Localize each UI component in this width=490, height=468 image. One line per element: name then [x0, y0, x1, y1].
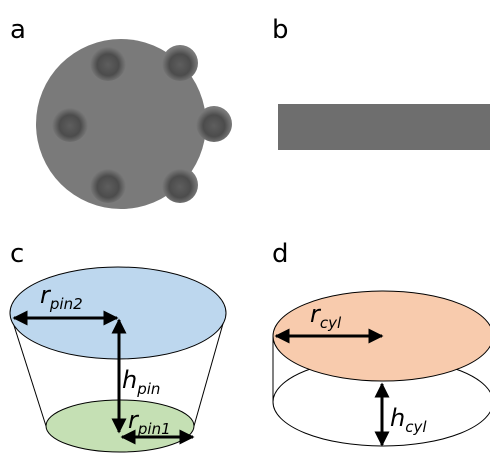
panel-label: c — [10, 239, 24, 269]
panel-label: b — [272, 15, 289, 45]
annotation-part: h — [390, 404, 405, 432]
annotation-part: cyl — [320, 314, 342, 332]
panel-label: d — [272, 239, 289, 269]
annotation-part: h — [122, 366, 137, 394]
annotation-part: pin1 — [137, 420, 171, 438]
annotation-part: pin2 — [49, 295, 83, 313]
annotation-part: pin — [136, 380, 160, 398]
annotation: hpin — [122, 366, 160, 398]
annotation-part: cyl — [405, 418, 427, 436]
figure: a b c rpin2 hpin rpin1 d rcyl hcyl — [0, 0, 490, 468]
disc-side-view — [278, 104, 490, 150]
panel-label: a — [10, 15, 26, 45]
